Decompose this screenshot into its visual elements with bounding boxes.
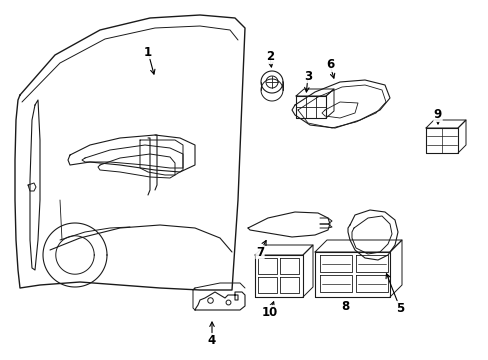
Text: 4: 4 bbox=[207, 333, 216, 346]
Text: 1: 1 bbox=[143, 45, 152, 58]
Text: 6: 6 bbox=[325, 58, 333, 72]
Text: 8: 8 bbox=[340, 300, 348, 312]
Text: 10: 10 bbox=[262, 306, 278, 319]
Text: 5: 5 bbox=[395, 302, 403, 315]
Text: 2: 2 bbox=[265, 50, 273, 63]
Text: 9: 9 bbox=[433, 108, 441, 122]
Text: 3: 3 bbox=[304, 69, 311, 82]
Text: 7: 7 bbox=[255, 246, 264, 258]
